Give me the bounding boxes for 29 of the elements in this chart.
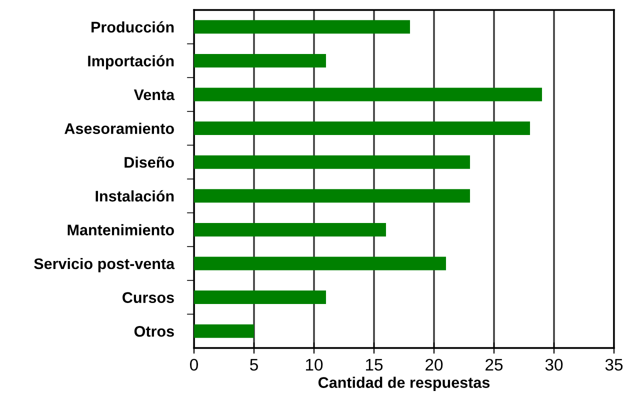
bar	[194, 324, 254, 338]
bar	[194, 155, 470, 169]
x-tick-label: 0	[190, 358, 198, 371]
y-tick-label: Instalación	[96, 190, 174, 202]
x-tick-label: 30	[545, 358, 563, 371]
x-tick-label: 15	[366, 359, 383, 371]
y-tick-label: Cursos	[122, 292, 174, 303]
x-tick-label: 20	[426, 358, 443, 371]
bar	[194, 54, 326, 68]
y-tick-label: Otros	[134, 326, 174, 337]
y-tick-label: Mantenimiento	[68, 224, 174, 236]
x-tick-label: 5	[250, 359, 258, 371]
bar	[194, 222, 386, 236]
y-tick-label: Producción	[92, 21, 174, 33]
y-tick-label: Asesoramiento	[64, 122, 174, 134]
bar	[194, 122, 530, 136]
bar	[194, 290, 326, 304]
x-tick-label: 10	[306, 358, 323, 371]
bar	[194, 20, 410, 34]
x-axis-title: Cantidad de respuestas	[318, 376, 490, 391]
x-tick-label: 25	[486, 358, 503, 371]
y-tick-label: Servicio post-venta	[34, 258, 175, 272]
y-tick-label: Importación	[88, 55, 174, 70]
bar	[194, 88, 542, 102]
bar	[194, 189, 470, 203]
y-tick-label: Diseño	[124, 156, 174, 168]
y-tick-label: Venta	[134, 90, 175, 100]
bar	[194, 256, 446, 270]
x-tick-label: 35	[605, 358, 623, 371]
